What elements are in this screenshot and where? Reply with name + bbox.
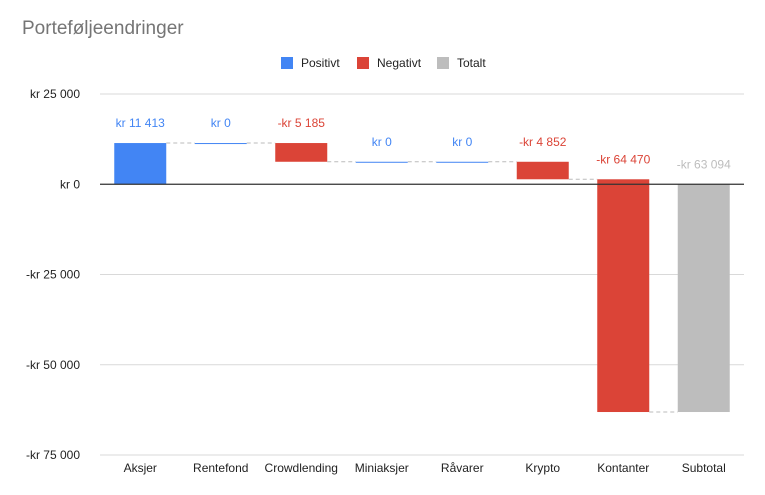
bar-aksjer bbox=[114, 143, 167, 185]
data-label: -kr 4 852 bbox=[519, 135, 567, 149]
x-tick-label: Crowdlending bbox=[265, 461, 338, 475]
chart-title: Porteføljeendringer bbox=[22, 18, 184, 39]
y-tick-label: -kr 75 000 bbox=[26, 448, 80, 462]
bar-krypto bbox=[516, 161, 569, 180]
legend: Positivt Negativt Totalt bbox=[0, 56, 765, 72]
legend-label-negative: Negativt bbox=[377, 56, 422, 70]
data-label: kr 0 bbox=[452, 135, 472, 149]
x-tick-label: Subtotal bbox=[682, 461, 726, 475]
legend-swatch-negative bbox=[357, 57, 369, 69]
y-tick-label: -kr 25 000 bbox=[26, 268, 80, 282]
x-tick-label: Aksjer bbox=[124, 461, 157, 475]
bar-crowdlending bbox=[275, 143, 328, 162]
legend-item-total: Totalt bbox=[437, 56, 486, 70]
y-tick-label: kr 0 bbox=[60, 177, 80, 191]
y-tick-label: -kr 50 000 bbox=[26, 358, 80, 372]
y-tick-label: kr 25 000 bbox=[30, 87, 80, 101]
legend-item-negative: Negativt bbox=[357, 56, 421, 70]
data-label: -kr 64 470 bbox=[596, 152, 650, 166]
x-tick-label: Kontanter bbox=[597, 461, 649, 475]
bar-kontanter bbox=[597, 179, 650, 413]
x-tick-label: Krypto bbox=[525, 461, 560, 475]
x-tick-label: Rentefond bbox=[193, 461, 248, 475]
legend-swatch-positive bbox=[281, 57, 293, 69]
legend-label-positive: Positivt bbox=[301, 56, 340, 70]
bar-råvarer bbox=[436, 161, 489, 163]
data-label: kr 11 413 bbox=[116, 116, 165, 130]
legend-item-positive: Positivt bbox=[281, 56, 340, 70]
data-label: kr 0 bbox=[372, 135, 392, 149]
bar-subtotal bbox=[677, 184, 730, 413]
x-tick-label: Råvarer bbox=[441, 461, 484, 475]
data-label: -kr 5 185 bbox=[278, 116, 326, 130]
legend-swatch-total bbox=[437, 57, 449, 69]
bar-rentefond bbox=[194, 143, 247, 145]
data-label: kr 0 bbox=[211, 116, 231, 130]
x-tick-label: Miniaksjer bbox=[355, 461, 409, 475]
legend-label-total: Totalt bbox=[457, 56, 486, 70]
data-label: -kr 63 094 bbox=[677, 157, 731, 171]
bar-miniaksjer bbox=[355, 161, 408, 163]
